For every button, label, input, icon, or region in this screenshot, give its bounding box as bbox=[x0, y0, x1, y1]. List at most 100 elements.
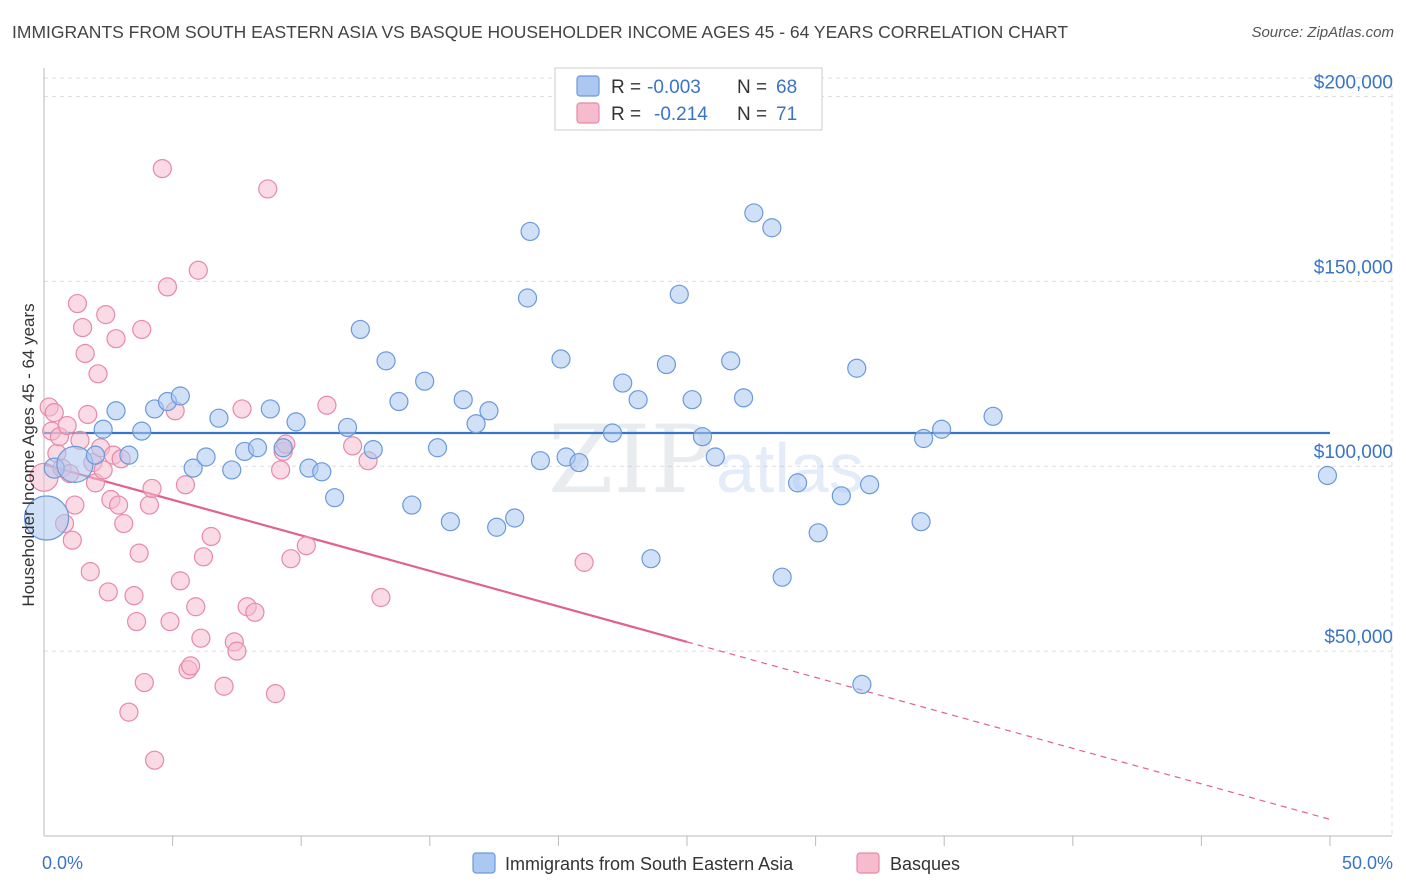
point-basque bbox=[317, 395, 337, 415]
point-sea bbox=[551, 349, 571, 369]
point-basque bbox=[271, 460, 291, 480]
point-sea bbox=[196, 447, 216, 467]
point-sea bbox=[831, 486, 851, 506]
point-sea bbox=[669, 284, 689, 304]
point-sea bbox=[569, 452, 589, 473]
point-basque bbox=[186, 597, 206, 617]
point-basque bbox=[57, 415, 77, 436]
legend-n-value-1: 68 bbox=[776, 77, 797, 98]
point-sea bbox=[628, 390, 648, 410]
point-basque bbox=[108, 495, 129, 515]
point-basque bbox=[175, 475, 196, 495]
point-sea bbox=[852, 674, 872, 695]
point-basque bbox=[191, 628, 211, 648]
point-sea bbox=[682, 390, 702, 410]
point-sea bbox=[363, 440, 383, 460]
point-basque bbox=[574, 552, 594, 572]
point-sea bbox=[260, 399, 280, 419]
y-tick-label: $150,000 bbox=[1314, 257, 1393, 278]
point-sea bbox=[932, 419, 952, 439]
legend-n-label-2: N = bbox=[737, 104, 767, 125]
legend-r-value-1: -0.003 bbox=[647, 77, 701, 98]
point-basque bbox=[181, 656, 201, 676]
point-sea bbox=[860, 475, 880, 495]
point-basque bbox=[296, 536, 316, 556]
point-basque bbox=[371, 587, 391, 608]
point-sea bbox=[692, 427, 713, 447]
point-sea bbox=[453, 390, 473, 410]
point-basque bbox=[67, 293, 88, 314]
point-sea bbox=[170, 386, 190, 406]
legend-r-label-2: R = bbox=[611, 104, 641, 125]
point-sea bbox=[132, 421, 152, 441]
trend-line-basque-extrapolated bbox=[686, 641, 1331, 820]
point-basque bbox=[88, 364, 108, 384]
point-basque bbox=[96, 305, 116, 325]
point-sea bbox=[983, 406, 1003, 426]
series-legend: Immigrants from South Eastern Asia Basqu… bbox=[472, 852, 960, 874]
point-basque bbox=[44, 403, 64, 423]
watermark: ZIP atlas bbox=[548, 406, 864, 515]
point-basque bbox=[124, 586, 144, 606]
point-basque bbox=[152, 158, 172, 179]
point-sea bbox=[914, 428, 934, 449]
point-basque bbox=[98, 582, 118, 602]
point-basque bbox=[281, 549, 301, 569]
point-basque bbox=[129, 543, 149, 563]
point-basque bbox=[144, 750, 165, 770]
point-sea bbox=[85, 445, 106, 465]
series-legend-label-pink: Basques bbox=[890, 854, 960, 874]
point-basque bbox=[258, 179, 278, 199]
point-sea bbox=[402, 495, 422, 515]
y-tick-labels: $50,000 $100,000 $150,000 $200,000 bbox=[1314, 72, 1393, 648]
point-sea bbox=[705, 447, 725, 467]
point-basque bbox=[170, 571, 190, 591]
point-basque bbox=[78, 404, 98, 425]
point-basque bbox=[157, 277, 178, 297]
legend-swatch-pink bbox=[576, 102, 600, 124]
point-sea bbox=[733, 388, 754, 408]
point-basque bbox=[139, 495, 160, 515]
point-sea bbox=[209, 408, 229, 428]
point-sea bbox=[641, 549, 661, 569]
point-basque bbox=[343, 436, 363, 456]
point-sea bbox=[487, 517, 507, 537]
point-sea bbox=[93, 419, 113, 439]
point-basque bbox=[232, 399, 252, 419]
point-basque bbox=[106, 329, 126, 349]
point-sea bbox=[847, 358, 867, 378]
point-sea bbox=[427, 438, 448, 458]
point-sea bbox=[721, 351, 741, 371]
point-basque bbox=[142, 478, 162, 499]
series-legend-swatch-blue bbox=[472, 852, 496, 874]
legend-r-label-1: R = bbox=[611, 77, 641, 98]
grid-lines bbox=[44, 77, 1393, 836]
x-tick-label-min: 0.0% bbox=[42, 853, 83, 873]
point-basque bbox=[201, 526, 221, 547]
point-sea bbox=[389, 391, 409, 412]
point-basque bbox=[72, 317, 93, 338]
point-sea bbox=[440, 512, 460, 532]
stats-legend: R = -0.003 N = 68 R = -0.214 N = 71 bbox=[554, 67, 823, 131]
point-sea bbox=[530, 451, 550, 471]
point-sea bbox=[762, 218, 782, 238]
point-sea bbox=[479, 401, 499, 421]
point-sea bbox=[222, 460, 242, 480]
point-basque bbox=[227, 641, 247, 661]
point-sea bbox=[350, 319, 370, 340]
x-tick-label-max: 50.0% bbox=[1342, 853, 1393, 873]
point-sea bbox=[106, 401, 126, 421]
point-basque bbox=[93, 460, 113, 480]
point-sea bbox=[119, 445, 139, 465]
point-sea bbox=[312, 462, 332, 482]
point-sea bbox=[247, 438, 268, 458]
point-sea bbox=[23, 495, 70, 541]
legend-n-label-1: N = bbox=[737, 77, 767, 98]
point-basque bbox=[265, 684, 286, 704]
point-basque bbox=[214, 676, 234, 696]
point-sea bbox=[325, 488, 345, 508]
legend-n-value-2: 71 bbox=[776, 104, 797, 125]
point-sea bbox=[505, 508, 525, 528]
chart-title: IMMIGRANTS FROM SOUTH EASTERN ASIA VS BA… bbox=[12, 22, 1069, 42]
